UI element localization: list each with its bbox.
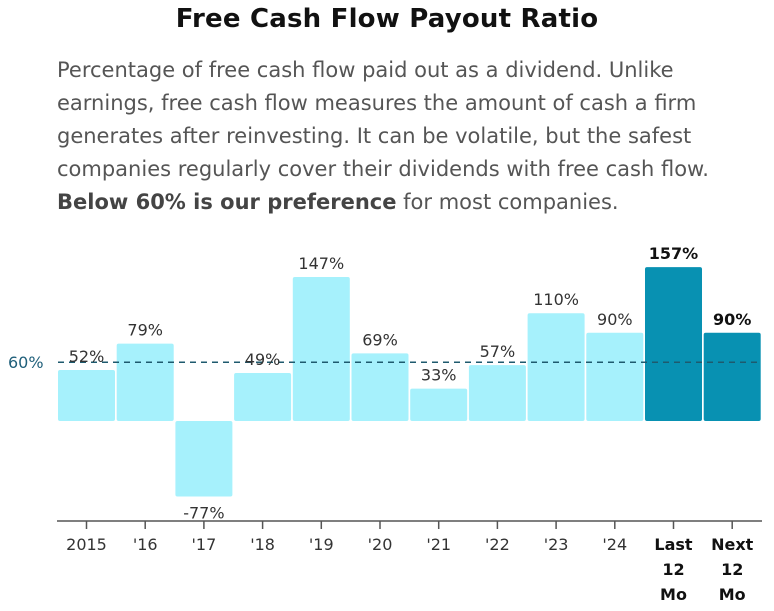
- bar-label-8: 57%: [480, 342, 516, 361]
- x-tick-label-7: '21: [426, 535, 451, 554]
- x-tick-label-line: Next: [711, 535, 754, 554]
- x-tick-label-line: '23: [544, 535, 569, 554]
- x-tick-label-line: '24: [602, 535, 627, 554]
- bar-6: [351, 353, 409, 421]
- bar-5: [292, 276, 350, 421]
- bar-4: [234, 372, 292, 421]
- bar-3: [175, 421, 233, 497]
- x-tick-label-3: '17: [192, 535, 217, 554]
- value-labels-layer: 52% 79% -77% 49% 147% 69% 33% 57% 110% 90% 157% 90%: [69, 244, 752, 522]
- x-axis: 2015'16'17'18'19'20'21'22'23'24 Last 12 MoN…: [57, 520, 762, 604]
- bar-7: [410, 388, 468, 421]
- x-tick-label-line: Mo: [660, 585, 687, 604]
- x-tick-label-9: '23: [544, 535, 569, 554]
- bar-8: [468, 365, 526, 421]
- bar-label-2: 79%: [127, 321, 163, 340]
- x-tick-label-2: '16: [133, 535, 158, 554]
- x-tick-label-line: '21: [426, 535, 451, 554]
- x-tick-label-line: '19: [309, 535, 334, 554]
- x-tick-label-line: Last: [654, 535, 693, 554]
- bars-layer: [58, 267, 761, 497]
- x-tick-label-6: '20: [368, 535, 393, 554]
- x-tick-label-line: 2015: [66, 535, 107, 554]
- x-tick-label-11: Last 12 Mo: [654, 535, 693, 604]
- bar-9: [527, 313, 585, 421]
- bar-11: [645, 267, 702, 421]
- x-tick-label-5: '19: [309, 535, 334, 554]
- chart-title: Free Cash Flow Payout Ratio: [175, 4, 599, 34]
- bar-10: [586, 332, 644, 421]
- x-tick-label-line: '17: [192, 535, 217, 554]
- x-tick-label-10: '24: [602, 535, 627, 554]
- x-tick-label-line: Mo: [719, 585, 746, 604]
- x-tick-label-line: 12: [662, 560, 684, 579]
- bar-label-7: 33%: [421, 366, 457, 385]
- x-tick-label-line: '22: [485, 535, 510, 554]
- x-tick-label-12: Next 12 Mo: [711, 535, 754, 604]
- bar-label-1: 52%: [69, 347, 105, 366]
- x-tick-label-line: '18: [250, 535, 275, 554]
- x-tick-label-1: 2015: [66, 535, 107, 554]
- bar-2: [116, 343, 174, 421]
- bar-label-6: 69%: [362, 330, 398, 349]
- description-bold: Below 60% is our preference: [57, 190, 397, 214]
- bar-label-4: 49%: [245, 350, 281, 369]
- bar-label-12: 90%: [713, 310, 751, 329]
- x-tick-label-8: '22: [485, 535, 510, 554]
- description-text: Percentage of free cash flow paid out as…: [57, 58, 709, 181]
- bar-12: [703, 332, 761, 421]
- x-tick-label-line: 12: [721, 560, 743, 579]
- x-tick-label-4: '18: [250, 535, 275, 554]
- bar-1: [58, 370, 115, 421]
- description-tail: for most companies.: [403, 190, 619, 214]
- bar-label-9: 110%: [533, 290, 579, 309]
- reference-line-layer: 60%: [8, 353, 762, 372]
- bar-label-11: 157%: [649, 244, 698, 263]
- chart-description: Percentage of free cash flow paid out as…: [57, 54, 757, 219]
- bar-label-5: 147%: [298, 254, 344, 273]
- x-tick-label-line: '16: [133, 535, 158, 554]
- bar-label-10: 90%: [597, 310, 633, 329]
- x-tick-label-line: '20: [368, 535, 393, 554]
- bar-label-3: -77%: [183, 503, 224, 522]
- reference-line-label: 60%: [8, 353, 44, 372]
